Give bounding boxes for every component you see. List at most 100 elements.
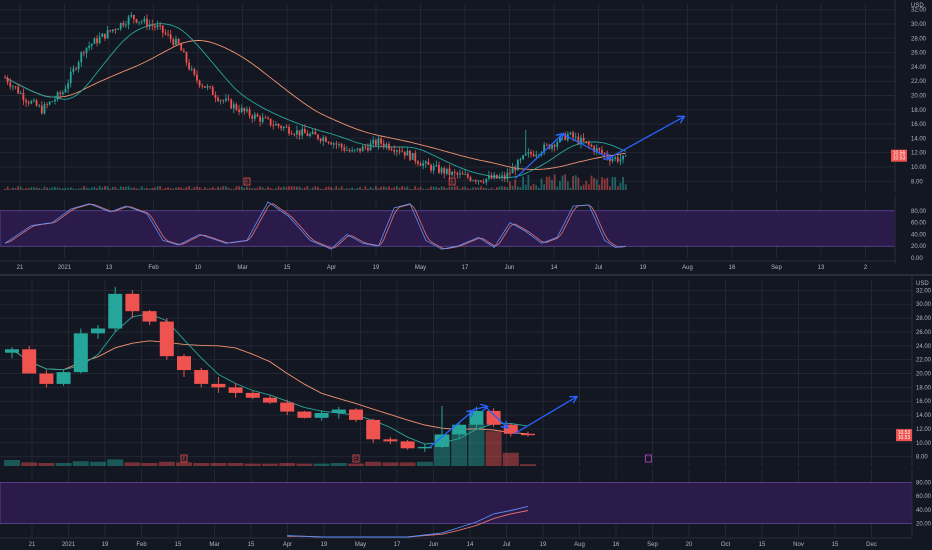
daily-candle-body [85, 47, 88, 54]
daily-volume-bar [243, 187, 246, 190]
daily-candle-body [251, 115, 254, 119]
weekly-time-axis[interactable]: 21 2021 19 Feb 15 Mar 15 Apr 19 May 17 Jun 14 Jul 19 Au… [0, 537, 912, 548]
daily-price-tick-label: 12.00 [911, 151, 927, 157]
daily-volume-bar [548, 176, 551, 190]
daily-time-tick-label: 2 [864, 265, 868, 271]
daily-candle-body [553, 144, 556, 147]
daily-volume-bar [364, 186, 367, 190]
daily-volume-bar [75, 188, 77, 190]
daily-candle-body [511, 167, 514, 174]
daily-candle-body [348, 150, 351, 152]
weekly-trend-arrow[interactable] [429, 411, 473, 448]
weekly-price-tick-label: 12.00 [916, 427, 932, 433]
daily-candle-body [56, 92, 59, 100]
weekly-volume-bar [141, 463, 158, 466]
daily-candle-body [119, 22, 122, 29]
daily-price-tick-label: 8.00 [911, 179, 923, 185]
daily-trend-arrow[interactable] [562, 133, 610, 158]
alert-marker-icon[interactable] [644, 454, 652, 463]
daily-time-tick-label: 2021 [58, 265, 72, 271]
earnings-marker-icon[interactable]: E [180, 454, 188, 463]
daily-candle-body [148, 24, 151, 27]
daily-price-tick-label: 30.00 [911, 22, 927, 28]
daily-volume-bar [140, 186, 143, 190]
daily-candle-body [135, 19, 138, 23]
daily-volume-bar [22, 188, 25, 190]
daily-time-tick-label: 13 [106, 265, 113, 271]
daily-candle-body [432, 165, 435, 171]
daily-volume-bar [419, 186, 422, 190]
daily-volume-bar [190, 188, 193, 190]
daily-volume-bar [495, 187, 498, 190]
weekly-time-tick-label: 16 [613, 542, 620, 548]
daily-time-tick-label: Apr [327, 265, 336, 271]
daily-time-tick-label: Jul [595, 265, 603, 271]
daily-volume-bar [511, 185, 514, 190]
weekly-time-tick-label: Oct [721, 542, 731, 548]
daily-candle-body [587, 142, 590, 145]
weekly-candle-body [435, 434, 449, 447]
daily-candle-body [580, 137, 582, 144]
daily-candle-body [319, 138, 322, 142]
earnings-marker-icon[interactable]: E [352, 454, 360, 463]
earnings-marker-icon[interactable]: E [243, 177, 251, 186]
daily-volume-bar [238, 186, 240, 190]
daily-trend-arrow[interactable] [609, 117, 684, 159]
weekly-trend-arrow[interactable] [513, 397, 576, 435]
daily-candle-body [501, 175, 503, 177]
daily-candle-body [314, 131, 317, 135]
daily-oscillator-pane[interactable]: 80.00 60.00 40.00 20.00 0.00 [0, 195, 927, 264]
weekly-price-tick-label: 20.00 [916, 372, 932, 378]
daily-last-price-tag[interactable] [891, 149, 907, 162]
daily-candle-body [269, 118, 272, 126]
daily-volume-bar [272, 188, 275, 190]
daily-candle-body [611, 158, 614, 162]
weekly-last-price-tag[interactable] [896, 429, 912, 442]
daily-volume-bar [17, 186, 20, 190]
weekly-osc-tick-label: 40.00 [916, 508, 932, 514]
daily-candle-body [253, 114, 256, 119]
daily-candle-body [456, 172, 459, 175]
weekly-price-tick-label: 14.00 [916, 413, 932, 419]
weekly-trend-arrow[interactable] [486, 407, 508, 427]
daily-volume-bar [382, 186, 385, 190]
daily-candle-body [259, 116, 262, 122]
daily-candle-body [127, 16, 130, 25]
weekly-oscillator-pane[interactable]: 80.00 60.00 40.00 20.00 [0, 469, 932, 538]
daily-candle-body [230, 99, 233, 109]
daily-volume-bar [282, 186, 285, 190]
daily-candle-body [459, 173, 461, 175]
daily-last-price-value: 10.53 [893, 156, 906, 162]
weekly-trend-arrow[interactable] [472, 407, 487, 410]
daily-candle-body [622, 155, 624, 160]
daily-volume-bar [619, 182, 622, 190]
daily-volume-bar [401, 186, 404, 190]
earnings-marker-icon[interactable]: E [448, 177, 456, 186]
daily-volume-bar [514, 179, 517, 190]
daily-candle-body [577, 136, 580, 144]
daily-volume-bar [482, 187, 485, 190]
daily-volume-bar [225, 186, 227, 190]
daily-volume-bar [46, 187, 48, 190]
daily-volume-bar [603, 178, 606, 190]
daily-candle-body [243, 108, 246, 112]
daily-candle-body [440, 168, 443, 173]
weekly-price-tick-label: 30.00 [916, 302, 932, 308]
daily-trend-arrow[interactable] [514, 134, 562, 179]
daily-candle-body [380, 138, 382, 144]
weekly-volume-bar [416, 461, 433, 466]
earnings-marker-label: E [354, 457, 358, 463]
daily-candle-body [101, 33, 104, 37]
daily-volume-bar [127, 186, 130, 190]
daily-volume-bar [14, 188, 17, 190]
earnings-marker-label: E [245, 180, 249, 186]
weekly-time-tick-label: 15 [248, 542, 255, 548]
daily-volume-bar [451, 186, 453, 190]
daily-time-axis[interactable]: 21 2021 13 Feb 10 Mar 15 Apr 19 May 17 Jun 14 Jul 19 Au… [0, 260, 895, 271]
daily-candle-body [414, 153, 417, 162]
weekly-candle-body [297, 411, 312, 418]
daily-volume-bar [93, 186, 96, 190]
